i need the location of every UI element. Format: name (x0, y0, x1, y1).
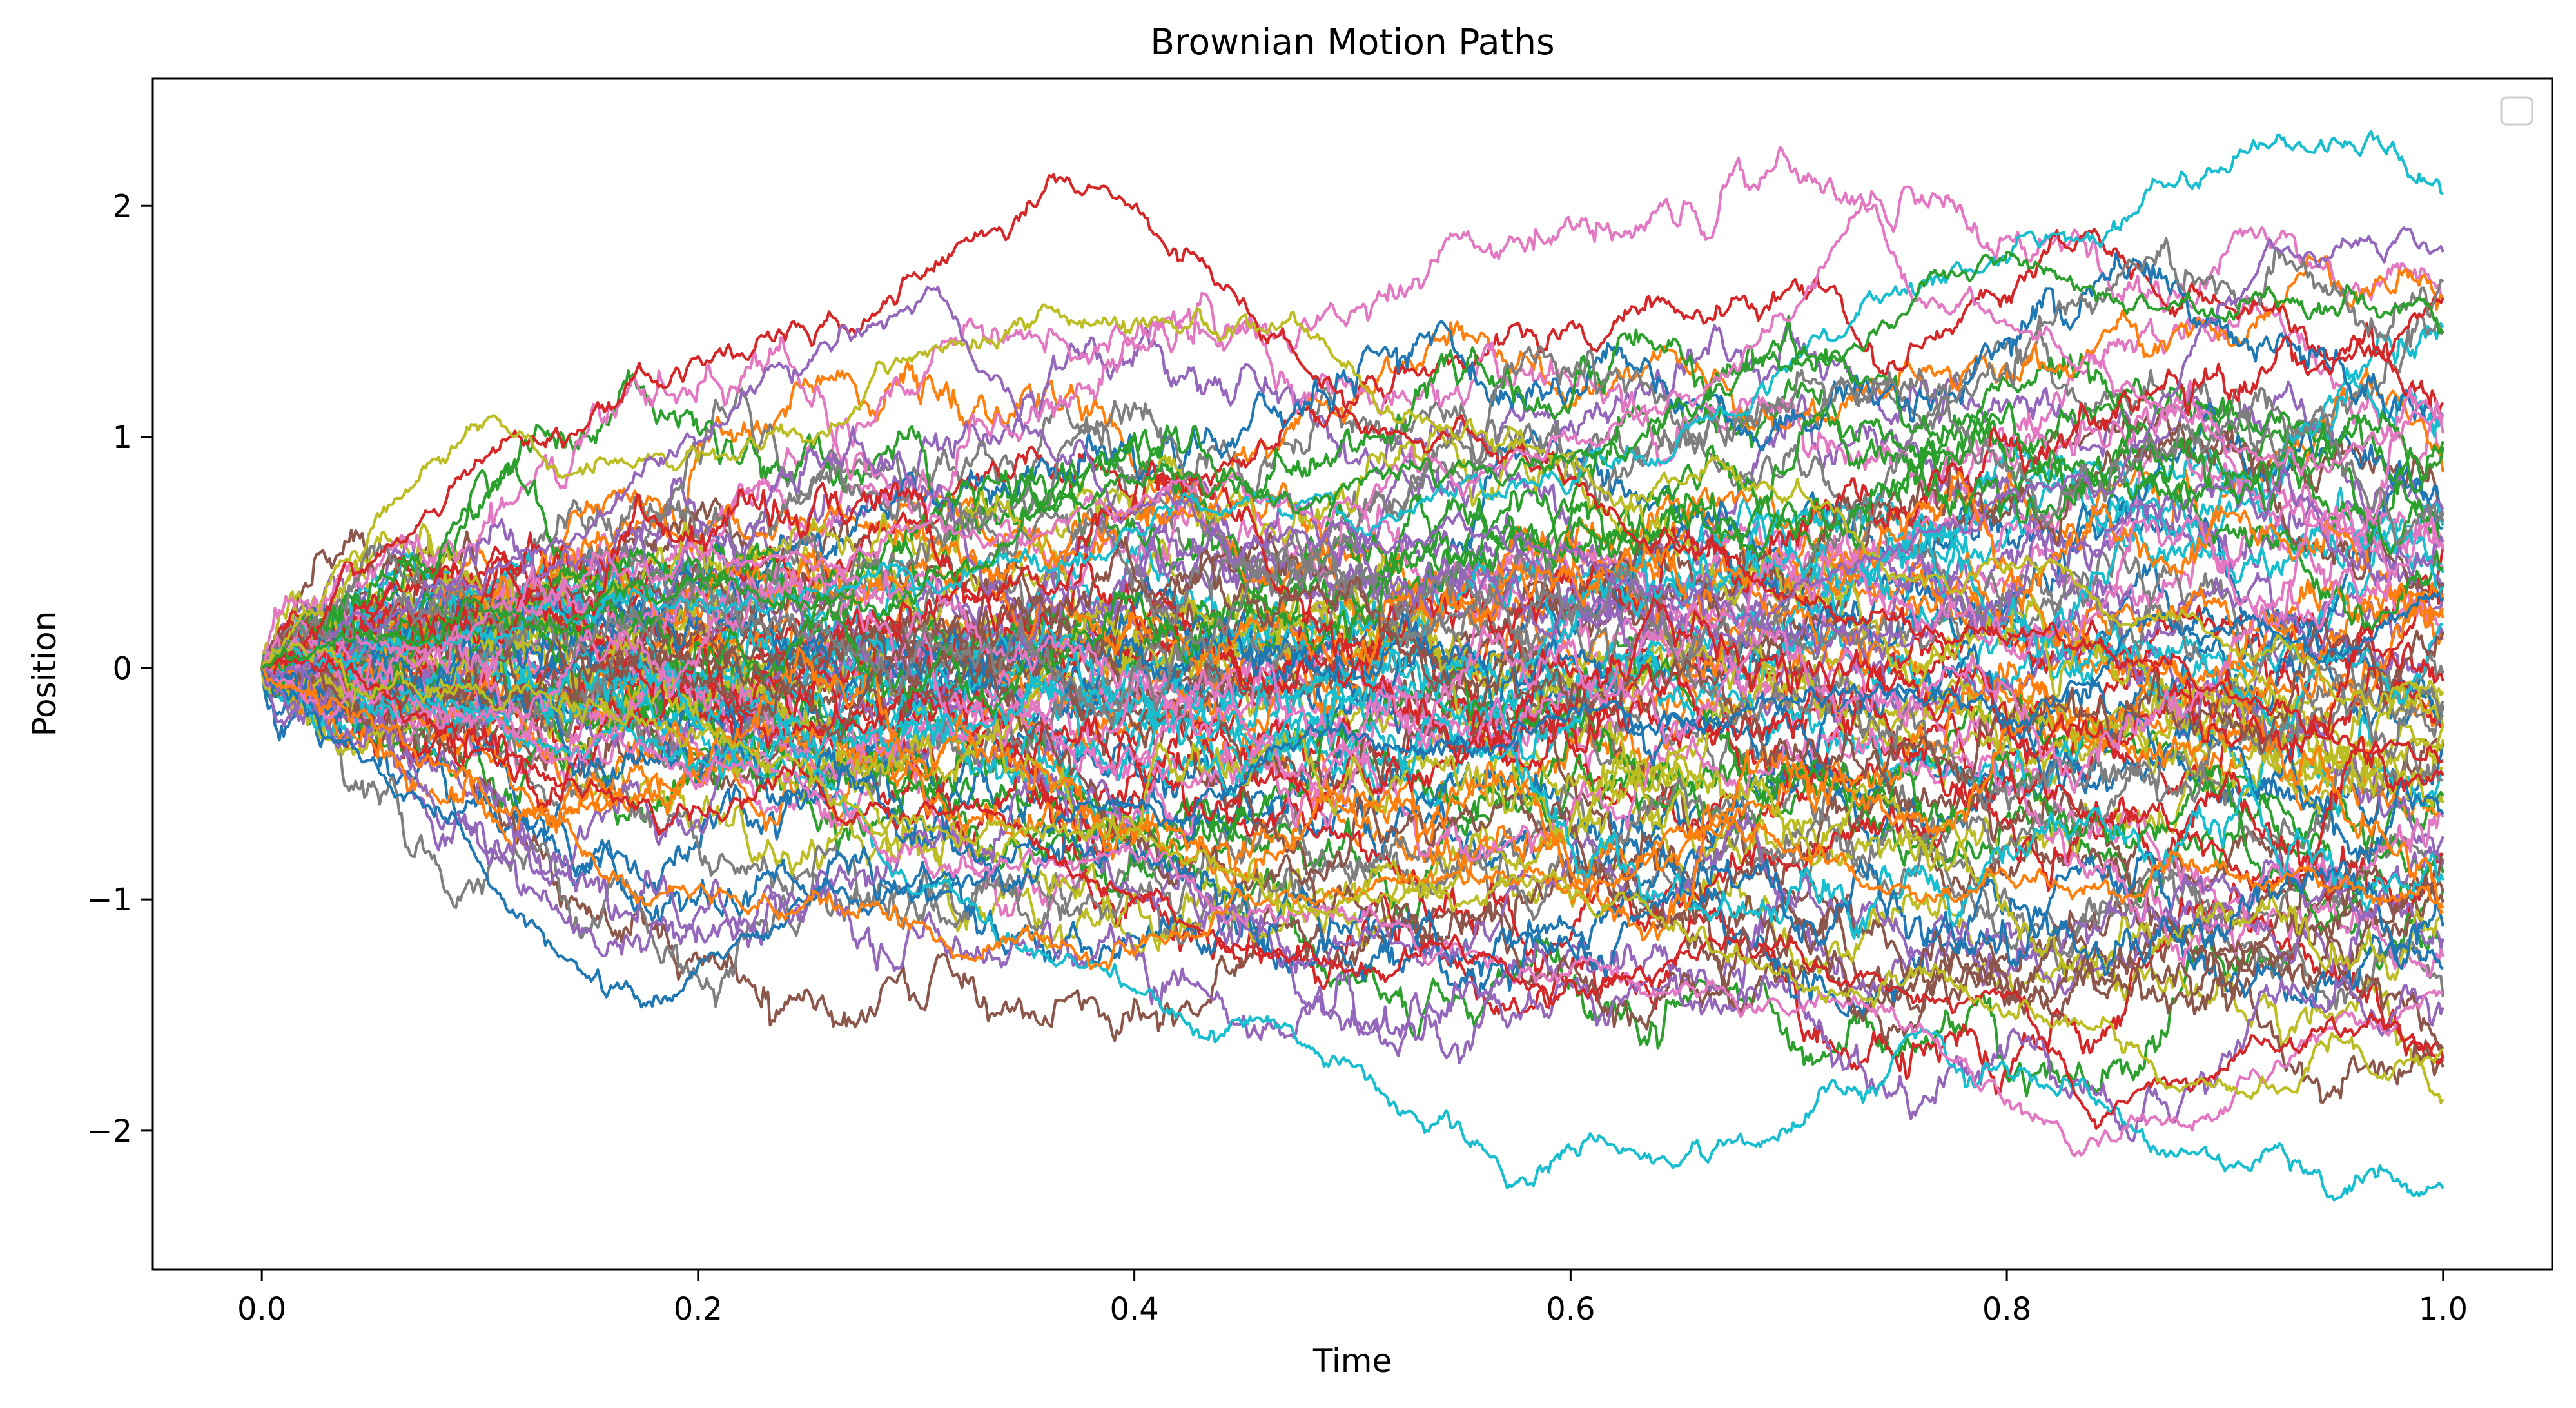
plot-frame (151, 77, 2553, 1271)
plot-area (151, 77, 2553, 1271)
x-axis: 0.0 0.2 0.4 0.6 0.8 1.0 (237, 1269, 2468, 1327)
x-tick-label-1: 0.2 (674, 1291, 723, 1327)
series-line-66 (260, 653, 2444, 966)
series-line-83 (261, 460, 2444, 765)
y-tick-label-0: −2 (86, 1113, 132, 1149)
series-line-31 (261, 487, 2444, 832)
series-line-88 (260, 647, 2444, 1202)
series-line-40 (260, 402, 2444, 738)
series-line-53 (261, 227, 2444, 671)
y-axis: −2 −1 0 1 2 (86, 188, 153, 1149)
x-tick-label-4: 0.8 (1982, 1291, 2031, 1327)
series-line-52 (260, 621, 2444, 932)
series-line-92 (261, 667, 2444, 1158)
series-line-86 (260, 516, 2444, 794)
y-tick-label-2: 0 (112, 651, 132, 687)
series-line-58 (260, 612, 2444, 943)
y-tick-label-4: 2 (112, 188, 132, 224)
y-axis-label: Position (26, 611, 63, 737)
y-tick-label-1: −1 (86, 882, 132, 918)
series-line-73 (261, 556, 2444, 873)
legend-box (2500, 96, 2533, 126)
series-line-98 (260, 641, 2444, 1100)
series-line-39 (260, 551, 2444, 845)
series-line-89 (260, 591, 2444, 1009)
x-axis-label: Time (1312, 1342, 1392, 1380)
series-group (260, 130, 2444, 1202)
series-line-95 (260, 199, 2444, 669)
series-line-94 (260, 226, 2444, 682)
series-line-87 (260, 345, 2444, 727)
series-line-77 (262, 505, 2444, 812)
series-line-17 (260, 312, 2444, 669)
x-tick-label-3: 0.6 (1546, 1291, 1595, 1327)
series-line-54 (260, 649, 2444, 1065)
x-tick-label-5: 1.0 (2419, 1291, 2468, 1327)
series-line-91 (260, 130, 2444, 670)
series-line-18 (260, 590, 2444, 1104)
series-line-96 (260, 650, 2444, 1130)
series-line-64 (260, 667, 2444, 996)
series-line-85 (261, 536, 2444, 785)
y-tick-label-3: 1 (112, 420, 132, 456)
series-line-15 (260, 407, 2444, 692)
series-line-93 (260, 303, 2444, 712)
series-line-50 (260, 640, 2444, 1018)
chart-title: Brownian Motion Paths (1150, 21, 1554, 63)
x-tick-label-2: 0.4 (1109, 1291, 1158, 1327)
x-tick-label-0: 0.0 (237, 1291, 286, 1327)
series-line-90 (260, 173, 2444, 764)
series-line-67 (260, 237, 2444, 712)
series-line-71 (261, 471, 2444, 687)
series-line-99 (260, 250, 2444, 669)
